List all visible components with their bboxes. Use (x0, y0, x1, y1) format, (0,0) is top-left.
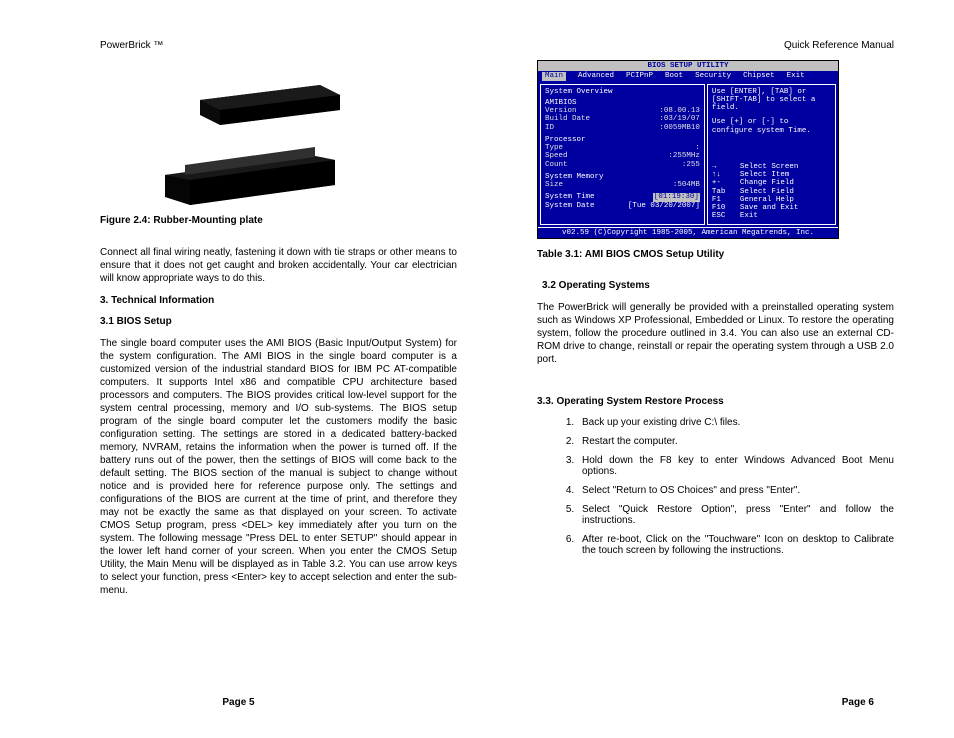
figure-rubber-plate (150, 60, 457, 205)
bios-row: Type: (545, 144, 700, 152)
bios-menu-security: Security (695, 72, 731, 80)
bios-row: Speed:255MHz (545, 152, 700, 160)
bios-menu-boot: Boot (665, 72, 683, 80)
bios-menu-chipset: Chipset (743, 72, 775, 80)
para-wiring: Connect all final wiring neatly, fasteni… (100, 246, 457, 285)
bios-menu-main: Main (542, 72, 566, 80)
bios-menu-exit: Exit (787, 72, 805, 80)
figure-caption: Figure 2.4: Rubber-Mounting plate (100, 215, 457, 226)
bios-help-1: Use [ENTER], [TAB] or [SHIFT-TAB] to sel… (712, 88, 831, 113)
left-content: Figure 2.4: Rubber-Mounting plate Connec… (100, 60, 457, 597)
restore-step: Back up your existing drive C:\ files. (577, 417, 894, 428)
bios-nav-row: ESCExit (712, 212, 831, 220)
bios-row: Version:08.00.13 (545, 107, 700, 115)
restore-step: After re-boot, Click on the "Touchware" … (577, 534, 894, 556)
restore-steps-list: Back up your existing drive C:\ files. R… (537, 417, 894, 556)
heading-operating-systems: 3.2 Operating Systems (542, 280, 894, 291)
table-caption: Table 3.1: AMI BIOS CMOS Setup Utility (537, 249, 894, 260)
para-bios: The single board computer uses the AMI B… (100, 337, 457, 597)
page-number-right: Page 6 (842, 697, 874, 708)
bios-menu-advanced: Advanced (578, 72, 614, 80)
heading-restore-process: 3.3. Operating System Restore Process (537, 396, 894, 407)
rubber-plate-image (150, 60, 350, 205)
bios-row: Size:504MB (545, 181, 700, 189)
bios-date-value: [Tue 03/20/2007] (628, 202, 700, 210)
bios-date-row: System Date [Tue 03/20/2007] (545, 202, 700, 210)
bios-footer: v02.59 (C)Copyright 1985-2005, American … (538, 227, 838, 238)
page-left: PowerBrick ™ Figure 2.4: Rubber-Mount (0, 0, 477, 738)
bios-processor-label: Processor (545, 136, 700, 144)
bios-menu-pcipnp: PCIPnP (626, 72, 653, 80)
para-os: The PowerBrick will generally be provide… (537, 301, 894, 366)
restore-step: Hold down the F8 key to enter Windows Ad… (577, 455, 894, 477)
bios-help-2: Use [+] or [-] to configure system Time. (712, 118, 831, 135)
restore-step: Select "Quick Restore Option", press "En… (577, 504, 894, 526)
restore-step: Select "Return to OS Choices" and press … (577, 485, 894, 496)
bios-nav-row: TabSelect Field (712, 188, 831, 196)
page-number-left: Page 5 (222, 697, 254, 708)
right-content: BIOS SETUP UTILITY Main Advanced PCIPnP … (537, 60, 894, 556)
bios-screenshot: BIOS SETUP UTILITY Main Advanced PCIPnP … (537, 60, 839, 239)
bios-time-value: [01:19:30] (653, 193, 700, 201)
bios-nav-row: F10Save and Exit (712, 204, 831, 212)
heading-technical-info: 3. Technical Information (100, 295, 457, 306)
bios-nav-row: ↑↓Select Item (712, 171, 831, 179)
bios-nav: →Select Screen ↑↓Select Item +-Change Fi… (712, 163, 831, 221)
bios-nav-row: →Select Screen (712, 163, 831, 171)
header-manual-title: Quick Reference Manual (784, 40, 894, 51)
bios-nav-row: F1General Help (712, 196, 831, 204)
bios-row: Count:255 (545, 161, 700, 169)
bios-amibios-label: AMIBIOS (545, 99, 700, 107)
bios-row: ID:0059MB10 (545, 124, 700, 132)
header-product: PowerBrick ™ (100, 40, 163, 51)
bios-memory-label: System Memory (545, 173, 700, 181)
bios-left-pane: System Overview AMIBIOS Version:08.00.13… (540, 84, 705, 225)
bios-time-row: System Time [01:19:30] (545, 193, 700, 201)
bios-row: Build Date:03/19/07 (545, 115, 700, 123)
bios-nav-row: +-Change Field (712, 179, 831, 187)
bios-right-pane: Use [ENTER], [TAB] or [SHIFT-TAB] to sel… (707, 84, 836, 225)
restore-step: Restart the computer. (577, 436, 894, 447)
bios-menu-bar: Main Advanced PCIPnP Boot Security Chips… (538, 71, 838, 81)
page-right: Quick Reference Manual BIOS SETUP UTILIT… (477, 0, 954, 738)
bios-body: System Overview AMIBIOS Version:08.00.13… (538, 82, 838, 227)
bios-title: BIOS SETUP UTILITY (538, 61, 838, 71)
heading-bios-setup: 3.1 BIOS Setup (100, 316, 457, 327)
bios-overview-label: System Overview (545, 88, 700, 96)
